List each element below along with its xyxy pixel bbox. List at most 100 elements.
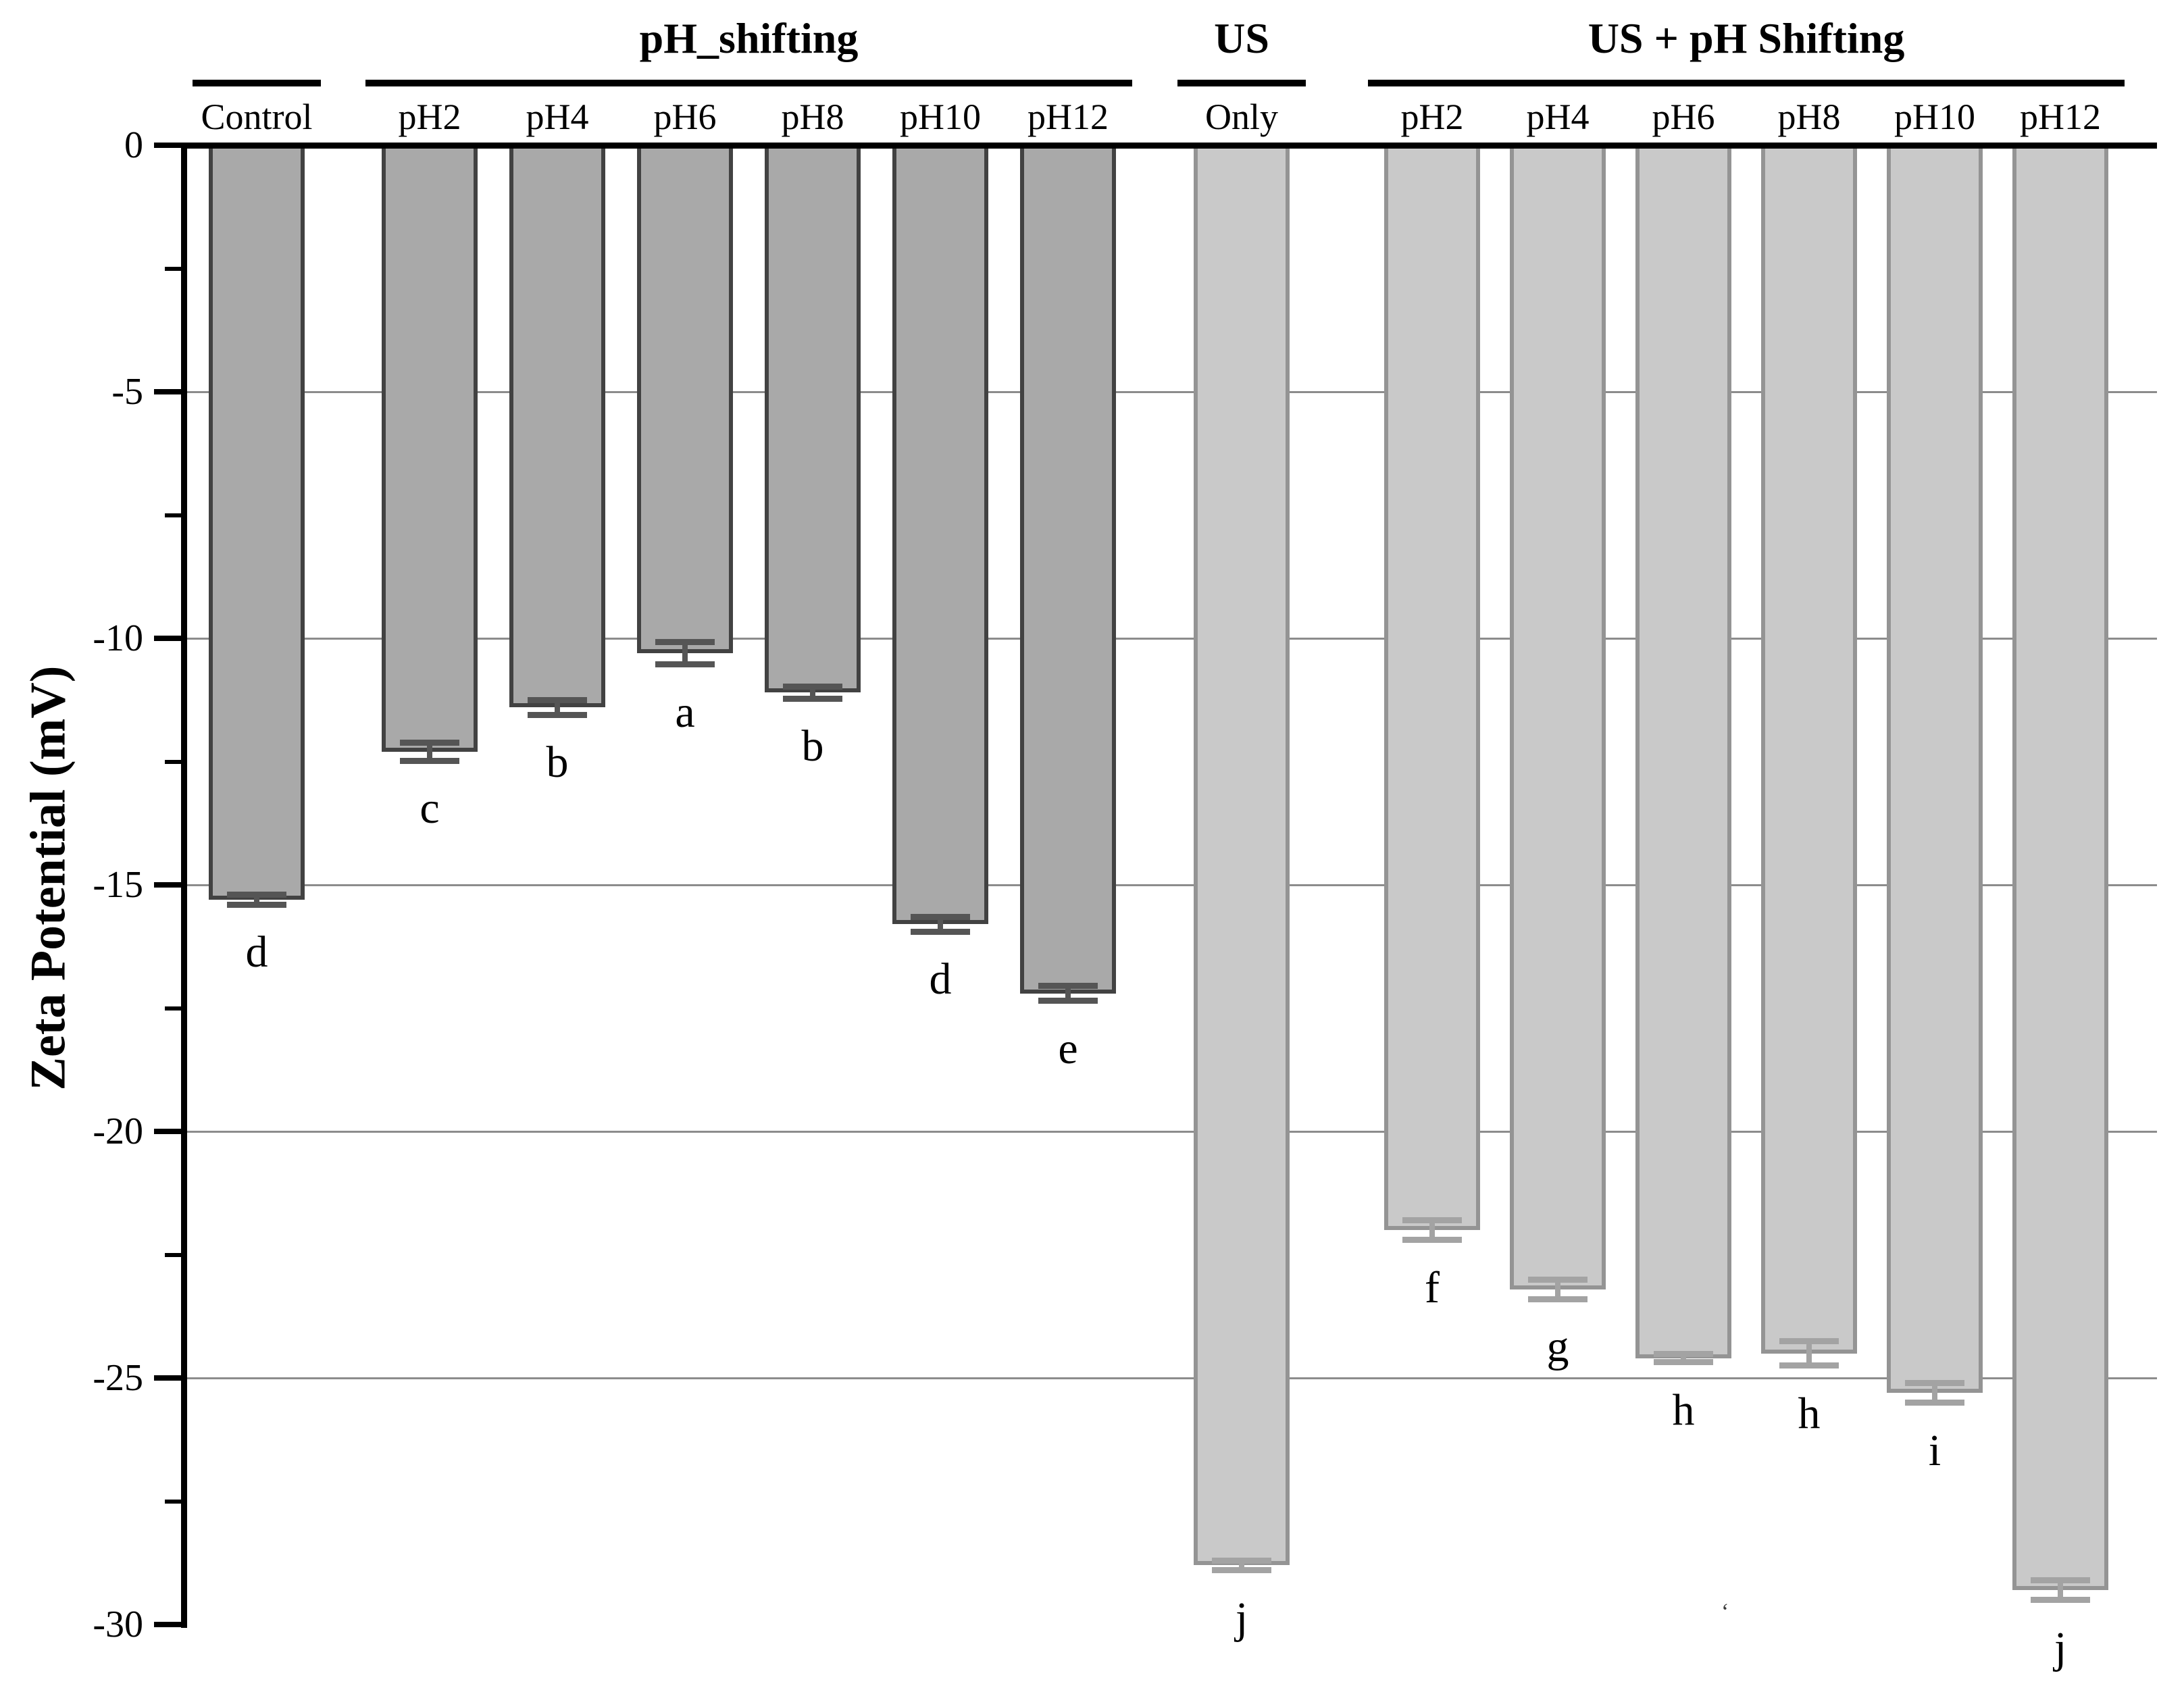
column-label: Control — [201, 97, 313, 137]
error-bar-line — [427, 742, 432, 761]
significance-letter: d — [929, 954, 952, 1004]
bar — [209, 145, 305, 900]
error-bar-cap — [2031, 1597, 2090, 1603]
y-tick-minor — [165, 1252, 184, 1257]
zero-line — [180, 142, 2157, 149]
error-bar-cap — [655, 638, 715, 645]
column-label: pH10 — [900, 97, 981, 137]
gridline — [184, 884, 2157, 886]
error-bar-cap — [1402, 1237, 1462, 1244]
group-overline — [365, 80, 1132, 86]
bar — [382, 145, 478, 752]
error-bar-line — [1555, 1279, 1560, 1300]
group-header: US + pH Shifting — [1588, 14, 1905, 62]
column-label: Only — [1205, 97, 1278, 137]
error-bar-cap — [1905, 1400, 1964, 1406]
group-header: pH_shifting — [639, 14, 859, 62]
error-bar-cap — [911, 913, 970, 920]
error-bar-cap — [1654, 1359, 1713, 1366]
error-bar-cap — [1038, 998, 1098, 1004]
y-tick-label: -5 — [111, 371, 143, 413]
gridline — [184, 1130, 2157, 1133]
error-bar-cap — [227, 892, 286, 898]
significance-letter: i — [1928, 1425, 1941, 1475]
significance-letter: d — [245, 927, 268, 977]
bar — [1384, 145, 1480, 1230]
bar — [509, 145, 605, 708]
y-tick — [154, 636, 184, 641]
significance-letter: e — [1058, 1023, 1078, 1073]
y-tick-minor — [165, 759, 184, 764]
bar — [1887, 145, 1983, 1393]
error-bar-cap — [1212, 1557, 1271, 1564]
significance-letter: g — [1546, 1322, 1569, 1372]
significance-letter: h — [1798, 1388, 1821, 1438]
y-tick-label: -15 — [93, 864, 143, 906]
error-bar-line — [810, 686, 815, 699]
y-tick-label: -20 — [93, 1110, 143, 1152]
y-axis-line — [180, 142, 187, 1628]
y-tick-minor — [165, 266, 184, 271]
column-label: pH6 — [653, 97, 717, 137]
column-label: pH4 — [526, 97, 589, 137]
group-overline — [193, 80, 321, 86]
error-bar-cap — [911, 928, 970, 935]
significance-letter: f — [1425, 1262, 1440, 1312]
error-bar-cap — [400, 740, 459, 746]
error-bar-line — [1239, 1560, 1244, 1570]
y-tick-label: 0 — [124, 124, 143, 166]
error-bar-cap — [1654, 1351, 1713, 1358]
bar — [637, 145, 733, 653]
significance-letter: b — [801, 721, 824, 771]
y-tick — [154, 1129, 184, 1134]
error-bar-line — [1065, 986, 1071, 1001]
group-overline — [1177, 80, 1306, 86]
error-bar-cap — [1038, 983, 1098, 990]
error-bar-line — [682, 642, 688, 665]
error-bar-cap — [1528, 1276, 1588, 1283]
column-label: pH2 — [1400, 97, 1464, 137]
gridline — [184, 390, 2157, 393]
bar — [892, 145, 988, 925]
bar — [1510, 145, 1606, 1289]
error-bar-cap — [400, 757, 459, 764]
y-tick — [154, 143, 184, 148]
gridline — [184, 637, 2157, 640]
column-label: pH10 — [1894, 97, 1975, 137]
significance-letter: c — [420, 784, 440, 834]
error-bar-cap — [655, 661, 715, 668]
y-tick-minor — [165, 1499, 184, 1504]
column-label: pH4 — [1526, 97, 1590, 137]
column-label: pH8 — [781, 97, 844, 137]
column-label: pH6 — [1652, 97, 1715, 137]
error-bar-cap — [783, 695, 842, 702]
bar — [1020, 145, 1116, 994]
error-bar-cap — [1905, 1379, 1964, 1386]
column-label: pH8 — [1777, 97, 1841, 137]
bar — [1635, 145, 1731, 1358]
significance-letter: a — [675, 687, 695, 737]
stray-mark: ʻ — [1721, 1600, 1729, 1625]
error-bar-line — [1681, 1354, 1686, 1362]
error-bar-cap — [1528, 1296, 1588, 1302]
error-bar-cap — [227, 901, 286, 908]
error-bar-cap — [1212, 1567, 1271, 1574]
significance-letter: b — [546, 738, 569, 788]
y-tick-label: -25 — [93, 1357, 143, 1399]
error-bar-cap — [528, 696, 587, 703]
y-tick — [154, 389, 184, 394]
column-label: pH12 — [2020, 97, 2101, 137]
bar — [1194, 145, 1290, 1566]
y-tick — [154, 1375, 184, 1381]
error-bar-cap — [528, 711, 587, 718]
significance-letter: h — [1672, 1385, 1695, 1435]
y-tick-minor — [165, 513, 184, 517]
group-header: US — [1214, 14, 1269, 62]
error-bar-cap — [1402, 1217, 1462, 1223]
group-overline — [1368, 80, 2125, 86]
y-tick — [154, 882, 184, 888]
bar — [1761, 145, 1857, 1354]
error-bar-line — [1806, 1341, 1812, 1366]
y-tick-label: -30 — [93, 1604, 143, 1645]
